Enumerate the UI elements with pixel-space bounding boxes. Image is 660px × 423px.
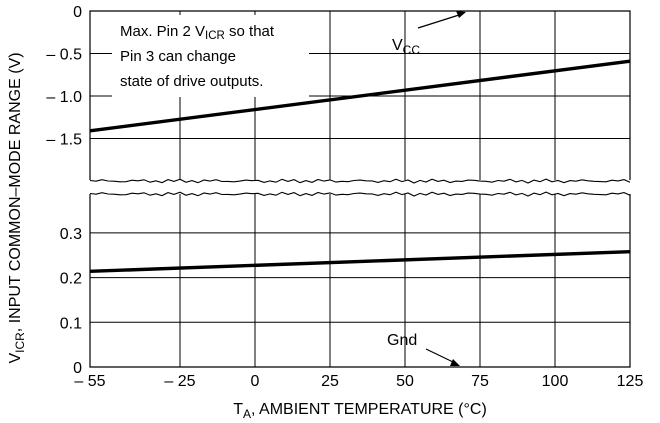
y-tick-label: – 0.5 bbox=[46, 47, 82, 64]
y-tick-label: 0.2 bbox=[60, 271, 82, 288]
y-tick-label: 0.1 bbox=[60, 315, 82, 332]
y-tick-label: 0 bbox=[73, 4, 82, 21]
series-line-gnd bbox=[89, 249, 631, 274]
lower-y-tick-labels: 0.3 0.2 0.1 0 bbox=[60, 226, 82, 377]
upper-y-tick-labels: 0 – 0.5 – 1.0 – 1.5 bbox=[46, 4, 82, 149]
x-tick-labels: – 55 – 25 0 25 50 75 100 125 bbox=[74, 373, 643, 390]
y-tick-label: 0.3 bbox=[60, 226, 82, 243]
annotation-line-2: Pin 3 can change bbox=[120, 48, 236, 65]
series-line-vcc bbox=[89, 59, 631, 133]
vcc-arrow bbox=[417, 11, 466, 29]
lower-panel-grid bbox=[90, 194, 630, 367]
x-tick-label: 100 bbox=[542, 373, 569, 390]
axis-break-top-edge bbox=[89, 178, 631, 184]
y-tick-label: 0 bbox=[73, 360, 82, 377]
gnd-label: Gnd bbox=[387, 332, 417, 349]
annotation-line-3: state of drive outputs. bbox=[120, 73, 263, 90]
x-tick-label: 50 bbox=[396, 373, 414, 390]
x-tick-label: 75 bbox=[471, 373, 489, 390]
y-axis-label: VICR, INPUT COMMON–MODE RANGE (V) bbox=[7, 52, 27, 363]
x-tick-label: – 25 bbox=[164, 373, 195, 390]
annotation-line-1: Max. Pin 2 VICR so that bbox=[120, 23, 275, 42]
y-tick-label: – 1.0 bbox=[46, 89, 82, 106]
upper-panel-frame bbox=[89, 10, 631, 180]
gnd-arrow bbox=[425, 348, 460, 366]
x-tick-label: 25 bbox=[321, 373, 339, 390]
axis-break bbox=[85, 178, 635, 197]
y-tick-label: – 1.5 bbox=[46, 132, 82, 149]
annotation-box bbox=[112, 15, 309, 97]
x-tick-label: – 55 bbox=[74, 373, 105, 390]
x-tick-label: 125 bbox=[617, 373, 644, 390]
axis-break-band bbox=[85, 181, 635, 194]
x-tick-label: 0 bbox=[251, 373, 260, 390]
axis-break-bottom-edge bbox=[89, 191, 631, 197]
x-axis-label: TA, AMBIENT TEMPERATURE (°C) bbox=[233, 401, 487, 421]
vcc-label: VCC bbox=[392, 37, 420, 57]
lower-panel-frame bbox=[89, 194, 631, 368]
